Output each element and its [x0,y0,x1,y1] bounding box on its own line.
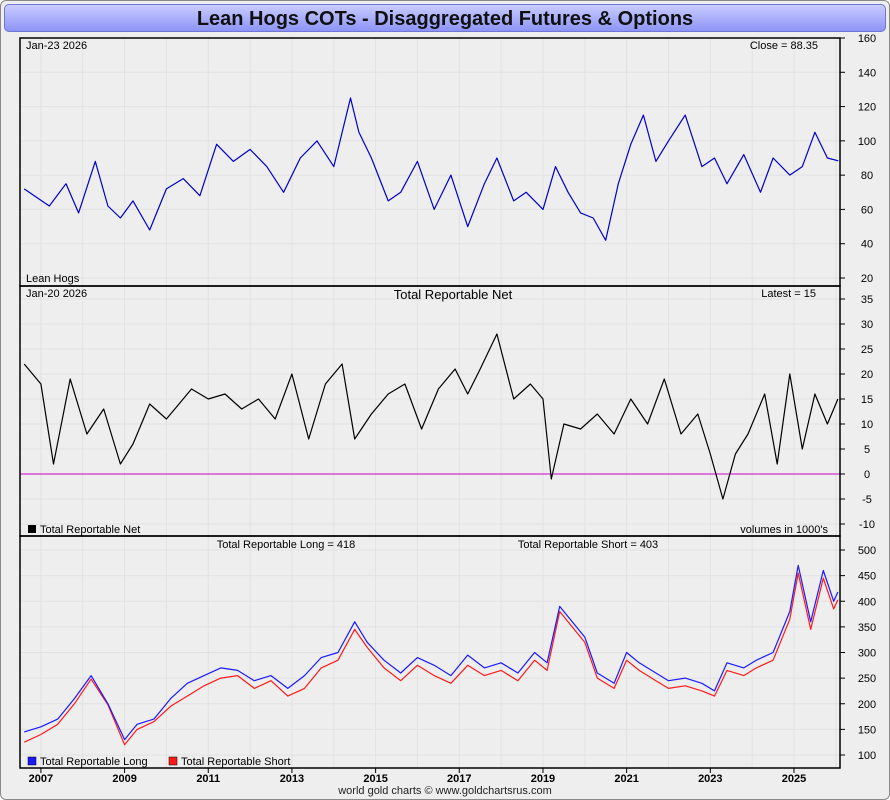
x-tick-label: 2019 [531,773,555,785]
x-tick-label: 2007 [29,773,53,785]
y-tick-label: -5 [862,494,872,506]
y-tick-label: 10 [861,419,873,431]
x-tick-label: 2021 [614,773,638,785]
net-panel-title: Total Reportable Net [394,287,513,302]
y-tick-label: 100 [858,750,876,762]
net-latest-label: Latest = 15 [761,288,816,300]
y-tick-label: 15 [861,394,873,406]
x-tick-label: 2011 [196,773,220,785]
price-series-label: Lean Hogs [26,273,80,285]
y-tick-label: 120 [858,102,876,114]
grid-layer [20,37,840,768]
short-legend-label: Total Reportable Short [181,756,290,768]
x-tick-layer: 2007 2009 2011 2013 2015 2017 2019 2021 2023 2025 [29,768,806,785]
y-tick-label: 80 [861,170,873,182]
y-tick-label: 0 [864,469,870,481]
y-tick-label: 400 [858,596,876,608]
short-latest-label: Total Reportable Short = 403 [518,539,658,551]
y-tick-label: 60 [861,204,873,216]
x-tick-label: 2013 [280,773,304,785]
long-legend-swatch [27,756,37,766]
y-tick-label: 200 [858,699,876,711]
price-close-label: Close = 88.35 [750,40,818,52]
volume-units-label: volumes in 1000's [740,524,828,536]
title-bar: Lean Hogs COTs - Disaggregated Futures &… [4,4,886,32]
panel-frames [19,37,841,769]
lean-hogs-line [23,97,839,241]
y-tick-layer: 160 140 120 100 80 60 40 20 35 30 25 20 15 10 5 0 -5 -10 5… [840,33,876,762]
y-tick-label: 40 [861,239,873,251]
net-legend-swatch [28,525,36,533]
y-tick-label: 160 [858,33,876,45]
total-reportable-long-line [24,564,839,741]
price-date-label: Jan-23 2026 [26,40,87,52]
y-tick-label: 20 [861,369,873,381]
y-tick-label: 5 [864,444,870,456]
x-tick-label: 2025 [782,773,806,785]
y-tick-label: 35 [861,294,873,306]
y-tick-label: -10 [859,519,875,531]
series-layer [20,97,840,746]
x-tick-label: 2009 [112,773,136,785]
y-tick-label: 350 [858,622,876,634]
y-tick-label: 450 [858,571,876,583]
x-tick-label: 2017 [447,773,471,785]
short-legend-swatch [168,756,178,766]
x-tick-label: 2023 [698,773,722,785]
y-tick-label: 25 [861,344,873,356]
long-legend-label: Total Reportable Long [40,756,148,768]
y-tick-label: 140 [858,67,876,79]
y-tick-label: 30 [861,319,873,331]
long-latest-label: Total Reportable Long = 418 [217,539,356,551]
net-legend-label: Total Reportable Net [40,524,140,536]
net-date-label: Jan-20 2026 [26,288,87,300]
y-tick-label: 250 [858,673,876,685]
total-reportable-net-line [23,333,839,500]
y-tick-label: 500 [858,545,876,557]
y-tick-label: 300 [858,648,876,660]
x-tick-label: 2015 [363,773,387,785]
chart-title: Lean Hogs COTs - Disaggregated Futures &… [196,8,694,30]
footer-credit: world gold charts © www.goldchartsrus.co… [338,785,552,797]
y-tick-label: 20 [861,273,873,285]
y-tick-label: 100 [858,136,876,148]
total-reportable-short-line [23,572,839,746]
y-tick-label: 150 [858,724,876,736]
